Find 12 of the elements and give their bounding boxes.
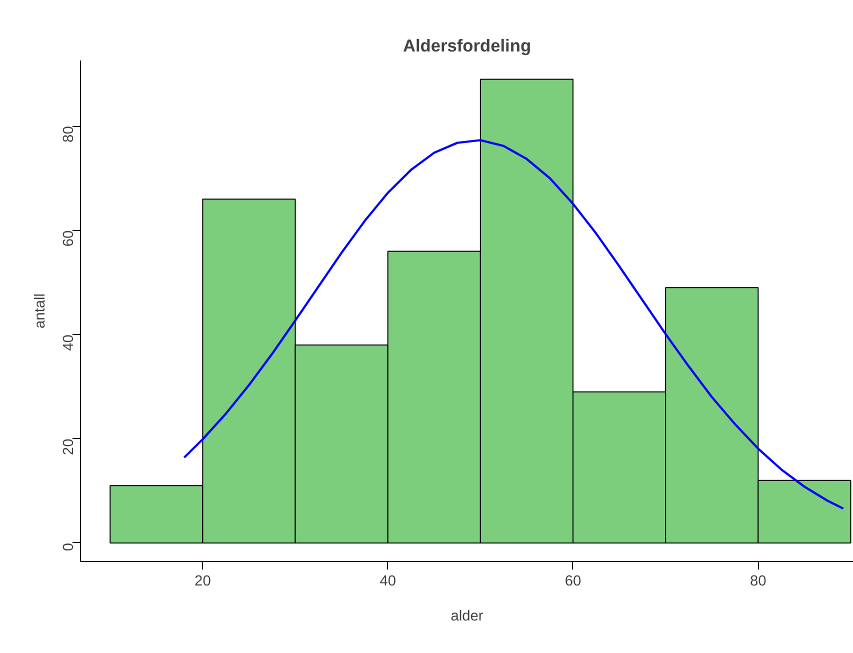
y-tick-label: 0 — [61, 542, 77, 552]
chart-title: Aldersfordeling — [402, 36, 532, 56]
y-tick-label: 80 — [61, 126, 77, 142]
x-tick-label: 20 — [194, 574, 211, 590]
x-axis-title: alder — [450, 608, 484, 624]
y-axis-title: antall — [32, 293, 48, 329]
y-tick-label: 40 — [61, 334, 77, 351]
x-tick-label: 80 — [750, 574, 766, 590]
x-tick-label: 40 — [380, 574, 396, 590]
y-tick-label: 20 — [61, 438, 77, 456]
y-tick-label: 60 — [61, 230, 77, 247]
x-tick-label: 60 — [564, 574, 582, 590]
